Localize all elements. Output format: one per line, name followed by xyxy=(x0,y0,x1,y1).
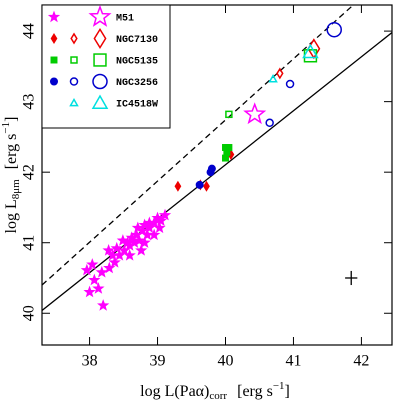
x-label-unit: [erg s xyxy=(237,383,273,400)
legend-marker xyxy=(69,77,79,86)
point xyxy=(158,208,172,221)
y-label-main: log L xyxy=(3,199,20,233)
point xyxy=(95,265,108,278)
y-label-close: ] xyxy=(3,117,20,122)
legend-marker xyxy=(92,73,108,90)
point xyxy=(326,21,342,38)
x-tick-label: 40 xyxy=(217,353,233,370)
legend-marker xyxy=(50,32,58,45)
point xyxy=(97,299,110,311)
legend-marker xyxy=(50,56,58,64)
point xyxy=(108,256,121,268)
point xyxy=(125,231,138,243)
y-axis-label: log L8μm [erg s−1] xyxy=(0,117,22,234)
fit-line xyxy=(42,32,392,311)
point xyxy=(143,216,156,229)
y-tick-label: 42 xyxy=(21,164,38,180)
point xyxy=(131,221,144,234)
point xyxy=(203,180,210,192)
point xyxy=(116,234,129,246)
y-tick-label: 40 xyxy=(21,305,38,321)
point xyxy=(225,110,233,119)
point xyxy=(92,282,105,294)
x-tick-label: 41 xyxy=(285,353,301,370)
legend-label: IC4518W xyxy=(116,100,158,111)
y-tick-label: 43 xyxy=(21,94,38,110)
point xyxy=(195,180,204,189)
point xyxy=(307,38,321,60)
point xyxy=(268,74,278,83)
y-label-sup: −1 xyxy=(0,122,12,134)
y-tick-label: 44 xyxy=(21,23,38,39)
point xyxy=(153,221,166,234)
point xyxy=(222,154,229,162)
point xyxy=(265,118,274,128)
point xyxy=(223,148,231,156)
x-tick-label: 38 xyxy=(82,353,98,370)
point xyxy=(133,234,146,246)
point xyxy=(80,263,93,276)
point xyxy=(154,214,168,227)
point xyxy=(285,79,295,89)
x-axis-label: log L(Paα)corr [erg s−1] xyxy=(140,380,290,402)
legend-label: NGC5135 xyxy=(116,57,158,68)
x-tick-label: 42 xyxy=(353,353,369,370)
legend-marker xyxy=(47,10,61,23)
legend-marker xyxy=(93,53,107,67)
x-label-sub: corr xyxy=(209,390,227,402)
point xyxy=(174,180,182,192)
legend-marker xyxy=(50,77,58,86)
point xyxy=(110,241,123,254)
point xyxy=(83,285,96,298)
point xyxy=(302,43,319,59)
point xyxy=(135,244,148,256)
point xyxy=(138,218,151,231)
y-label-sub: 8μm xyxy=(10,179,22,199)
legend-label: M51 xyxy=(116,14,134,25)
legend-label: NGC3256 xyxy=(116,78,158,89)
point xyxy=(86,258,99,270)
x-tick-label: 39 xyxy=(150,353,166,370)
y-label-unit: [erg s xyxy=(3,134,20,170)
point xyxy=(88,273,101,286)
legend-marker xyxy=(88,4,112,27)
legend-marker xyxy=(70,32,78,45)
point xyxy=(148,228,161,241)
x-label-main: log L(Paα) xyxy=(140,383,209,400)
legend-marker xyxy=(91,94,109,109)
point xyxy=(102,244,115,256)
x-label-sup: −1 xyxy=(273,380,285,392)
legend-label: NGC7130 xyxy=(116,35,158,46)
point xyxy=(106,248,119,261)
y-tick-label: 41 xyxy=(21,235,38,251)
x-label-close: ] xyxy=(285,383,290,400)
point xyxy=(207,164,216,173)
point xyxy=(243,102,267,125)
legend-marker xyxy=(70,56,78,64)
point xyxy=(103,261,116,274)
point xyxy=(276,67,284,80)
point xyxy=(123,248,136,261)
legend-marker xyxy=(93,27,107,50)
legend-marker xyxy=(69,97,79,107)
plot-frame xyxy=(41,4,393,346)
point xyxy=(138,236,151,248)
